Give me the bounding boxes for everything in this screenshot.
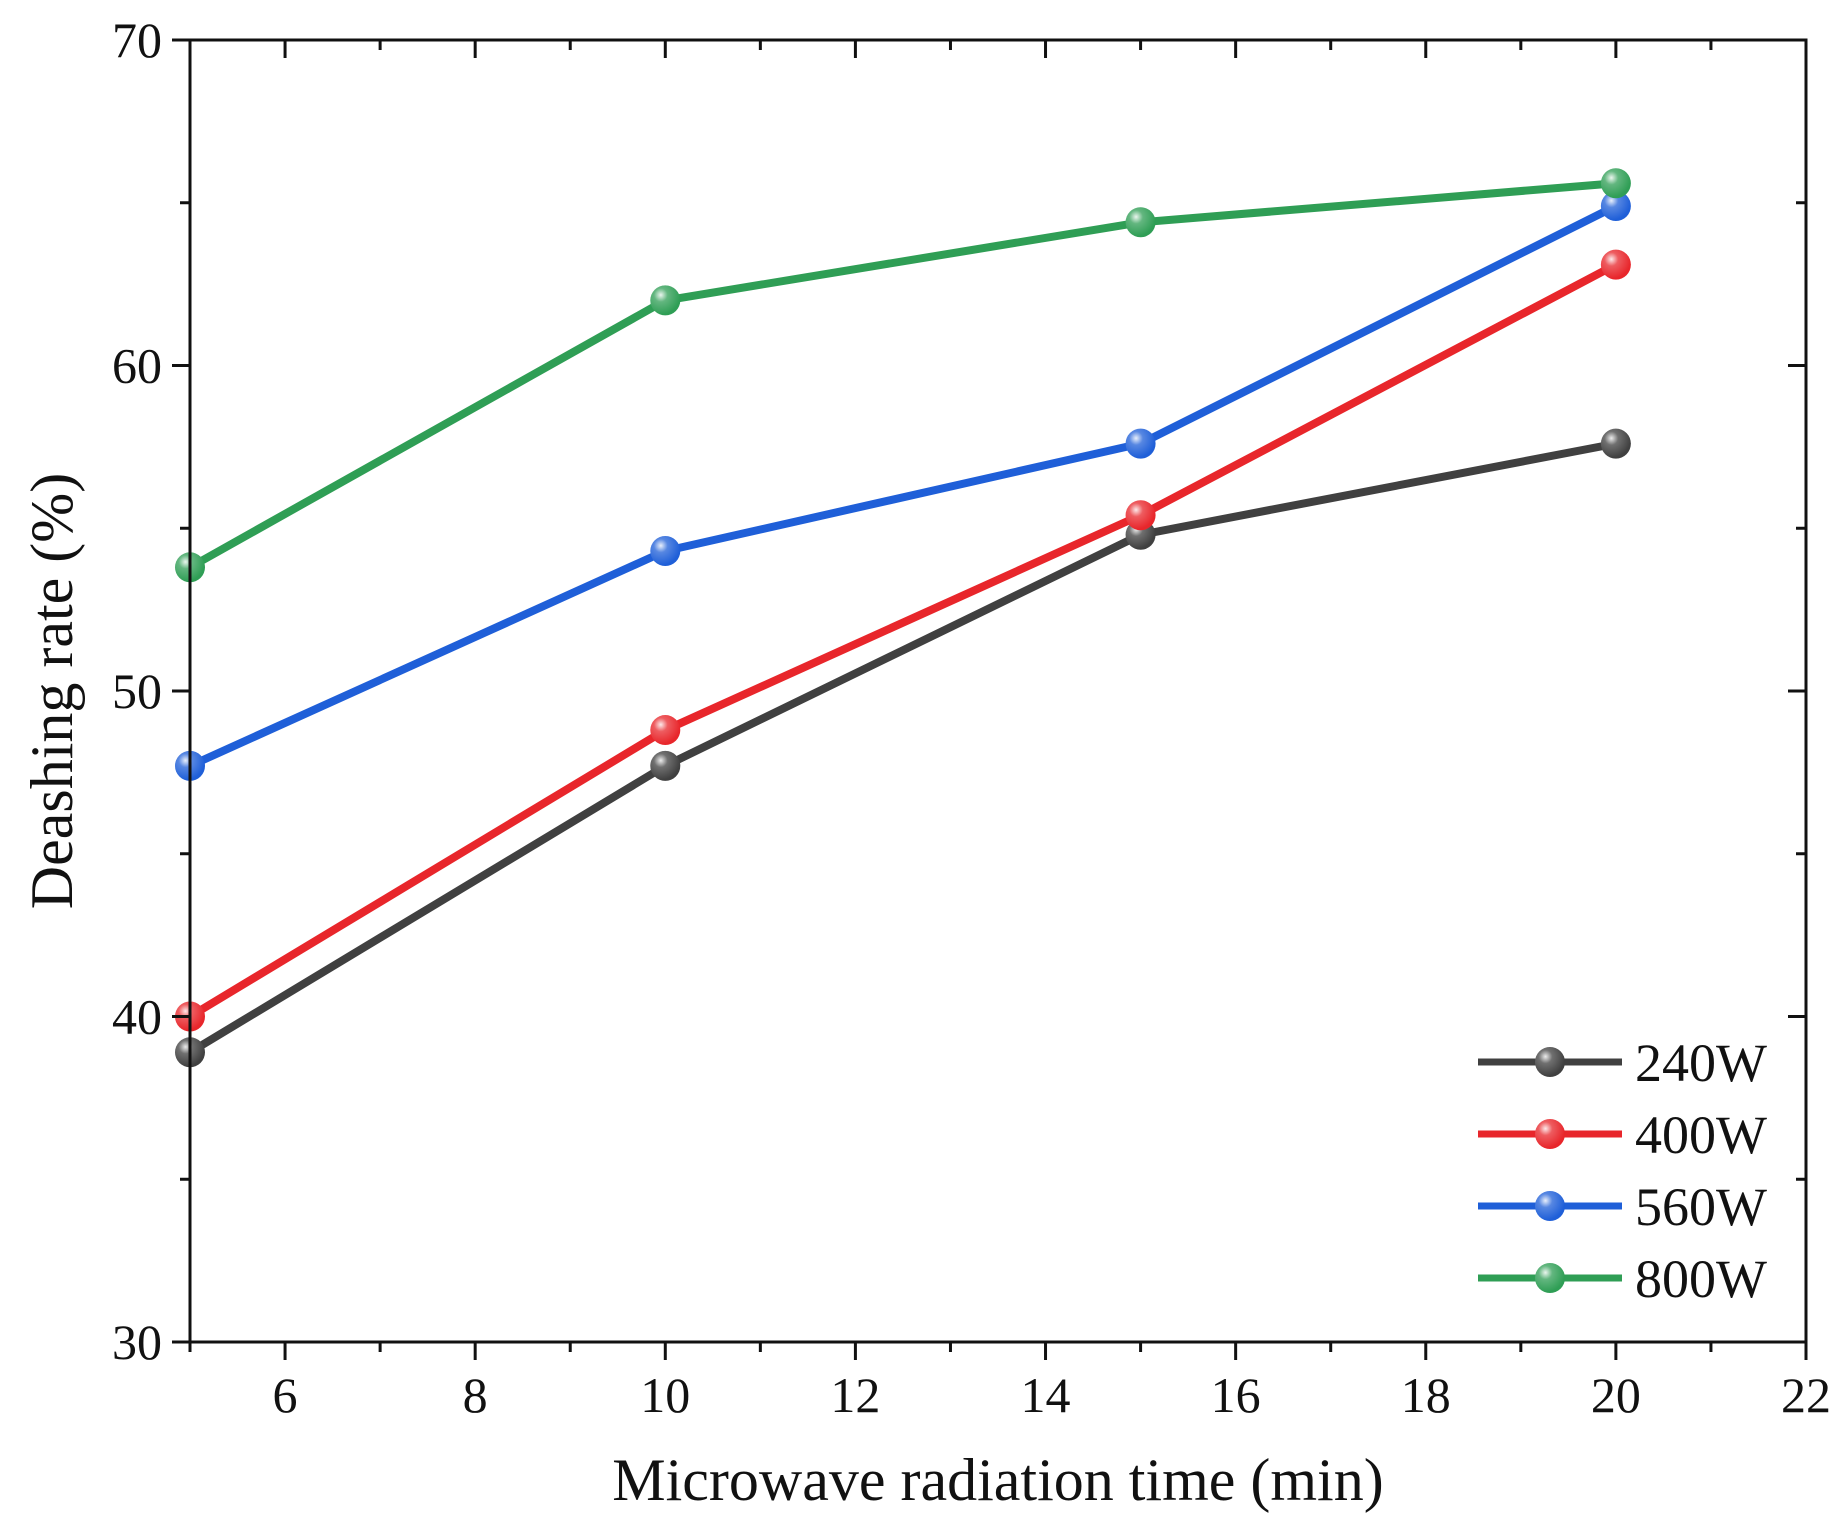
series-line-800W bbox=[186, 179, 1620, 572]
series-layer bbox=[175, 168, 1631, 1068]
y-tick-label: 30 bbox=[112, 1314, 162, 1370]
data-point-highlight bbox=[1600, 249, 1631, 280]
legend-marker-highlight bbox=[1535, 1191, 1565, 1221]
data-point-highlight bbox=[1125, 428, 1156, 459]
series-line-240W bbox=[186, 439, 1620, 1057]
legend-label-800W: 800W bbox=[1635, 1249, 1767, 1309]
data-point-highlight bbox=[650, 536, 681, 567]
y-tick-label: 70 bbox=[112, 12, 162, 68]
y-tick-label: 50 bbox=[112, 663, 162, 719]
data-point-highlight bbox=[650, 285, 681, 316]
x-axis-title: Microwave radiation time (min) bbox=[612, 1447, 1383, 1513]
x-tick-label: 20 bbox=[1591, 1367, 1641, 1423]
x-tick-label: 16 bbox=[1211, 1367, 1261, 1423]
axes-layer: 6 8 10 12 14 16 18 20 22 30 40 50 60 70 bbox=[112, 12, 1831, 1423]
data-point-highlight bbox=[1125, 500, 1156, 531]
x-tick-label: 12 bbox=[830, 1367, 880, 1423]
y-axis-title: Deashing rate (%) bbox=[19, 473, 85, 909]
x-tick-label: 14 bbox=[1021, 1367, 1071, 1423]
y-tick-label: 40 bbox=[112, 989, 162, 1045]
legend-label-400W: 400W bbox=[1635, 1105, 1767, 1165]
x-tick-label: 6 bbox=[273, 1367, 298, 1423]
data-point-highlight bbox=[1600, 168, 1631, 199]
data-point-highlight bbox=[650, 715, 681, 746]
legend-label-240W: 240W bbox=[1635, 1033, 1767, 1093]
series-line-400W bbox=[186, 260, 1620, 1021]
data-point-highlight bbox=[650, 750, 681, 781]
x-tick-label: 18 bbox=[1401, 1367, 1451, 1423]
y-tick-label: 60 bbox=[112, 338, 162, 394]
x-tick-label: 22 bbox=[1781, 1367, 1831, 1423]
data-point-highlight bbox=[1125, 207, 1156, 238]
legend-marker-highlight bbox=[1535, 1263, 1565, 1293]
x-tick-label: 10 bbox=[640, 1367, 690, 1423]
legend: 240W 400W 560W 800W bbox=[1478, 1033, 1767, 1309]
x-tick-label: 8 bbox=[463, 1367, 488, 1423]
legend-marker-highlight bbox=[1535, 1047, 1565, 1077]
series-line-560W bbox=[186, 202, 1620, 770]
data-point-highlight bbox=[1600, 191, 1631, 222]
data-point-highlight bbox=[1600, 428, 1631, 459]
legend-marker-highlight bbox=[1535, 1119, 1565, 1149]
legend-label-560W: 560W bbox=[1635, 1177, 1767, 1237]
